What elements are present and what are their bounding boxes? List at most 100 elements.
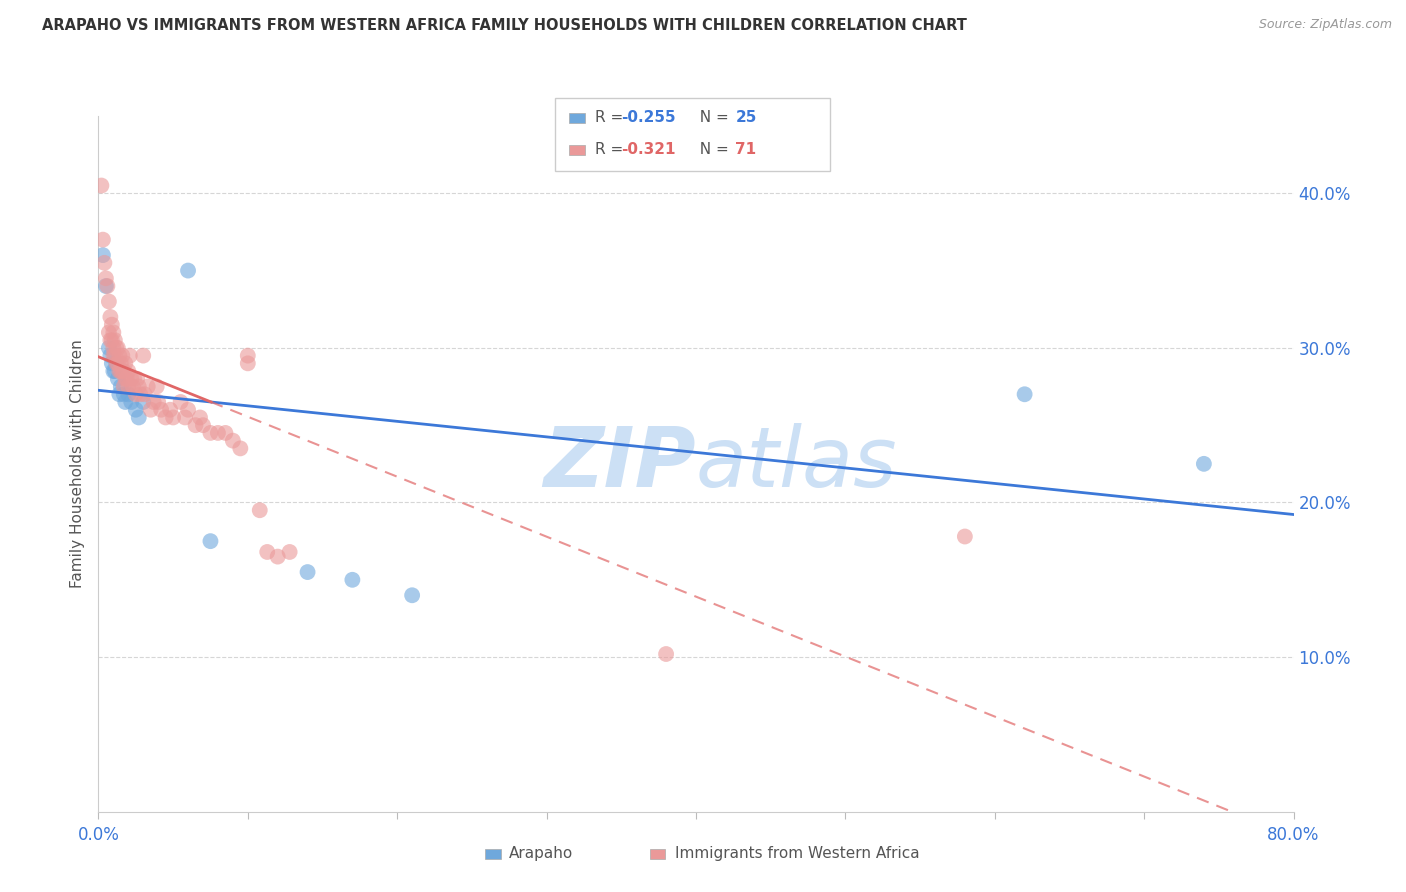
Point <box>117 379 139 393</box>
Text: ARAPAHO VS IMMIGRANTS FROM WESTERN AFRICA FAMILY HOUSEHOLDS WITH CHILDREN CORREL: ARAPAHO VS IMMIGRANTS FROM WESTERN AFRIC… <box>42 18 967 33</box>
Point <box>108 349 131 363</box>
Point <box>188 410 211 425</box>
Point <box>134 387 156 401</box>
Point <box>111 364 134 378</box>
Point <box>97 294 120 309</box>
Text: -0.321: -0.321 <box>621 143 676 157</box>
Text: -0.255: -0.255 <box>621 111 676 125</box>
Point <box>174 410 197 425</box>
Point <box>1014 387 1036 401</box>
Point <box>128 379 150 393</box>
Point <box>139 402 162 417</box>
Point <box>236 349 259 363</box>
Point <box>101 356 124 370</box>
Point <box>114 356 136 370</box>
Point <box>256 545 278 559</box>
Point <box>150 402 173 417</box>
Text: Immigrants from Western Africa: Immigrants from Western Africa <box>675 847 920 861</box>
Point <box>129 387 152 401</box>
Point <box>200 534 222 549</box>
Text: ZIP: ZIP <box>543 424 696 504</box>
Point <box>267 549 290 564</box>
Point <box>142 395 165 409</box>
Point <box>105 356 128 370</box>
Point <box>124 372 146 386</box>
Point <box>90 178 112 193</box>
Point <box>101 333 124 347</box>
Point <box>114 395 136 409</box>
Point <box>1192 457 1215 471</box>
Point <box>107 356 129 370</box>
Y-axis label: Family Households with Children: Family Households with Children <box>70 340 86 588</box>
Point <box>159 402 181 417</box>
Point <box>177 263 200 277</box>
Point <box>342 573 364 587</box>
Point <box>105 341 128 355</box>
Text: Arapaho: Arapaho <box>509 847 574 861</box>
Point <box>953 529 976 543</box>
Point <box>103 326 125 340</box>
Point <box>120 395 142 409</box>
Point <box>191 418 214 433</box>
Point <box>200 425 222 440</box>
Point <box>96 279 118 293</box>
Point <box>184 418 207 433</box>
Point <box>278 545 301 559</box>
Text: R =: R = <box>595 143 628 157</box>
Point <box>91 248 114 262</box>
Point <box>94 279 117 293</box>
Text: N =: N = <box>690 143 734 157</box>
Point <box>136 379 159 393</box>
Point <box>104 333 127 347</box>
Point <box>94 271 117 285</box>
Text: N =: N = <box>690 111 734 125</box>
Point <box>97 326 120 340</box>
Point <box>222 434 245 448</box>
Point <box>108 387 131 401</box>
Point <box>162 410 184 425</box>
Point <box>110 364 132 378</box>
Point <box>112 364 135 378</box>
Point <box>207 425 229 440</box>
Text: 25: 25 <box>735 111 756 125</box>
Point <box>111 349 134 363</box>
Point <box>236 356 259 370</box>
Text: R =: R = <box>595 111 628 125</box>
Point <box>100 349 122 363</box>
Point <box>103 349 125 363</box>
Point <box>112 379 135 393</box>
Point <box>297 565 319 579</box>
Point <box>132 395 155 409</box>
Point <box>103 364 125 378</box>
Point <box>128 410 150 425</box>
Point <box>229 442 252 456</box>
Point <box>655 647 678 661</box>
Point <box>104 349 127 363</box>
Point <box>107 341 129 355</box>
Text: 71: 71 <box>735 143 756 157</box>
Point <box>112 387 135 401</box>
Point <box>105 356 128 370</box>
Point <box>214 425 236 440</box>
Point <box>145 379 167 393</box>
Point <box>127 372 149 386</box>
Point <box>110 356 132 370</box>
Point <box>125 387 148 401</box>
Point <box>93 256 115 270</box>
Text: Source: ZipAtlas.com: Source: ZipAtlas.com <box>1258 18 1392 31</box>
Point <box>120 372 142 386</box>
Point <box>177 402 200 417</box>
Point <box>169 395 191 409</box>
Point <box>101 318 124 332</box>
Point <box>110 379 132 393</box>
Point <box>107 372 129 386</box>
Point <box>91 233 114 247</box>
Point <box>115 372 138 386</box>
Point <box>97 341 120 355</box>
Point <box>100 310 122 324</box>
Point <box>108 364 131 378</box>
Point <box>249 503 271 517</box>
Point <box>100 333 122 347</box>
Point <box>155 410 177 425</box>
Point <box>103 341 125 355</box>
